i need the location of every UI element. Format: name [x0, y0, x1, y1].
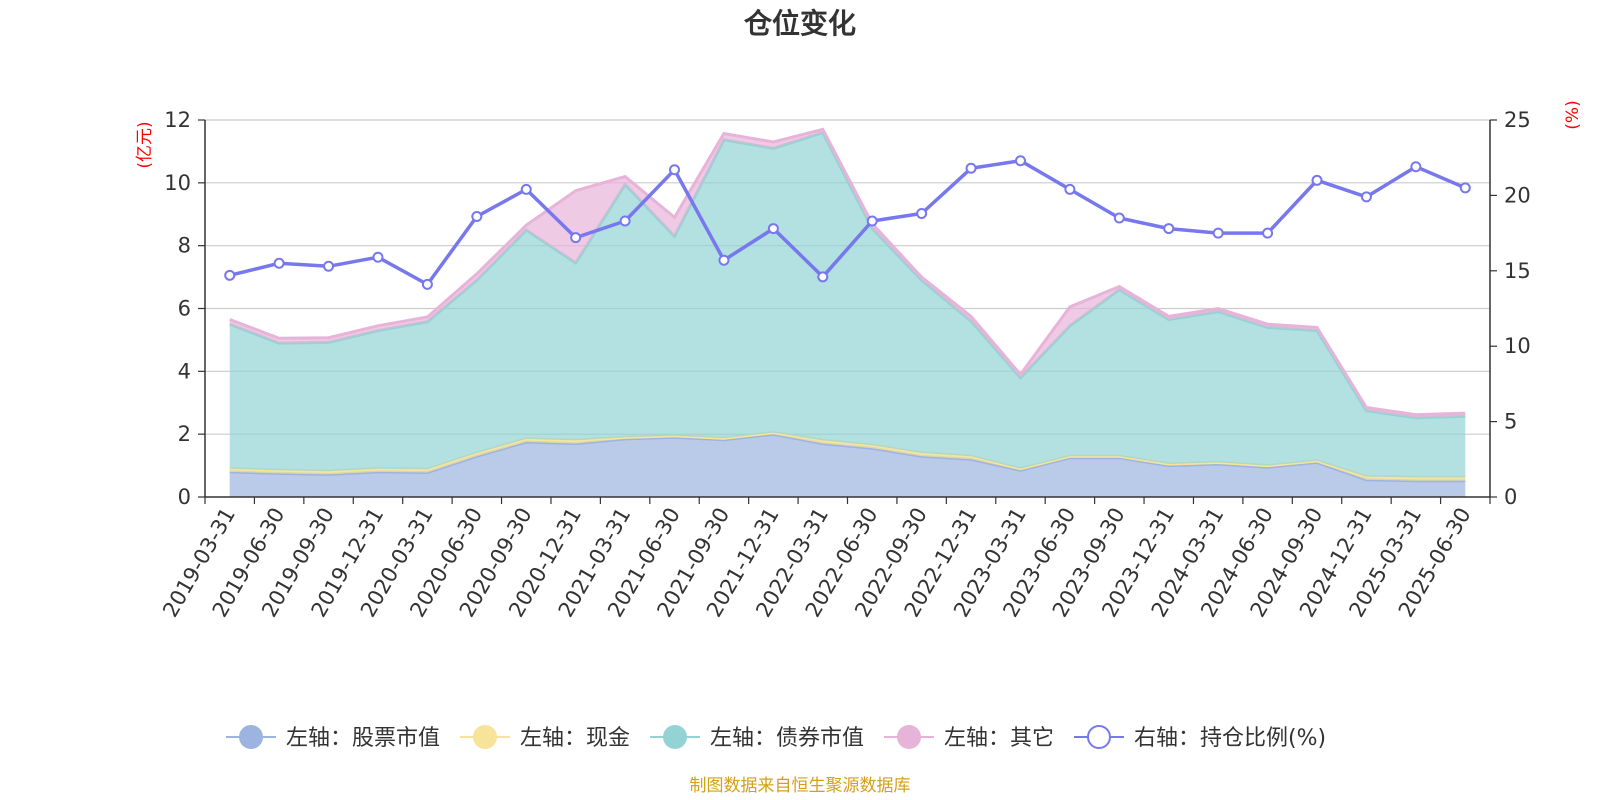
- holding-ratio-point: [1311, 174, 1323, 186]
- legend-marker: [663, 725, 687, 749]
- holding-ratio-line: [224, 155, 1471, 290]
- holding-ratio-point: [1410, 161, 1422, 173]
- holding-ratio-point: [520, 183, 532, 195]
- left-axis-tick-label: 0: [178, 485, 191, 509]
- holding-ratio-point: [866, 215, 878, 227]
- holding-ratio-point: [1360, 191, 1372, 203]
- source-note: 制图数据来自恒生聚源数据库: [690, 776, 911, 796]
- holding-ratio-point: [1262, 227, 1274, 239]
- right-axis-tick-label: 10: [1504, 334, 1531, 358]
- left-axis-tick-label: 10: [164, 171, 191, 195]
- legend-marker: [897, 725, 921, 749]
- legend-item[interactable]: 左轴：现金: [460, 725, 630, 751]
- holding-ratio-point: [421, 278, 433, 290]
- chart-title: 仓位变化: [744, 7, 856, 40]
- holding-ratio-point: [916, 207, 928, 219]
- holding-ratio-point: [1113, 212, 1125, 224]
- holding-ratio-point: [323, 260, 335, 272]
- holding-ratio-point: [224, 269, 236, 281]
- holding-ratio-point: [471, 211, 483, 223]
- legend-marker: [473, 725, 497, 749]
- legend-item[interactable]: 左轴：债券市值: [650, 725, 864, 751]
- left-axis-tick-label: 6: [178, 297, 191, 321]
- legend-item[interactable]: 左轴：股票市值: [226, 725, 440, 751]
- holding-ratio-point: [767, 223, 779, 235]
- legend-marker: [1087, 725, 1111, 749]
- left-axis-tick-label: 4: [178, 359, 191, 383]
- legend-label: 左轴：现金: [520, 726, 630, 751]
- left-axis-tick-label: 8: [178, 234, 191, 258]
- holding-ratio-point: [1014, 155, 1026, 167]
- legend-marker: [239, 725, 263, 749]
- area-series-2: [229, 132, 1466, 478]
- legend-label: 左轴：债券市值: [710, 726, 864, 751]
- holding-ratio-point: [718, 254, 730, 266]
- legend-label: 右轴：持仓比例(%): [1134, 726, 1326, 751]
- holding-ratio-point: [1212, 227, 1224, 239]
- left-axis-unit: (亿元): [135, 121, 155, 168]
- stacked-areas: [229, 127, 1466, 497]
- left-axis-tick-label: 12: [164, 108, 191, 132]
- holding-ratio-point: [965, 162, 977, 174]
- right-axis-tick-label: 5: [1504, 410, 1517, 434]
- right-axis-unit: (%): [1563, 100, 1583, 129]
- area-series-0: [229, 434, 1466, 497]
- right-axis-tick-label: 15: [1504, 259, 1531, 283]
- legend-item[interactable]: 左轴：其它: [884, 725, 1054, 751]
- left-axis-tick-label: 2: [178, 422, 191, 446]
- holding-ratio-point: [1163, 223, 1175, 235]
- right-axis-tick-label: 0: [1504, 485, 1517, 509]
- legend-label: 左轴：股票市值: [286, 726, 440, 751]
- legend-item[interactable]: 右轴：持仓比例(%): [1074, 725, 1326, 751]
- holding-ratio-point: [817, 271, 829, 283]
- area-edge-series-3: [229, 127, 1466, 417]
- holding-ratio-point: [372, 251, 384, 263]
- right-axis-tick-label: 25: [1504, 108, 1531, 132]
- holding-ratio-point: [1459, 182, 1471, 194]
- holding-ratio-point: [570, 232, 582, 244]
- legend[interactable]: 左轴：股票市值 左轴：现金 左轴：债券市值 左轴：其它 右轴：持仓比例(%): [226, 725, 1326, 751]
- holding-ratio-point: [619, 215, 631, 227]
- holding-ratio-path: [229, 158, 1466, 287]
- holding-ratio-point: [273, 257, 285, 269]
- holding-ratio-point: [1064, 183, 1076, 195]
- right-axis-tick-label: 20: [1504, 183, 1531, 207]
- holding-ratio-point: [669, 164, 681, 176]
- legend-label: 左轴：其它: [944, 726, 1054, 751]
